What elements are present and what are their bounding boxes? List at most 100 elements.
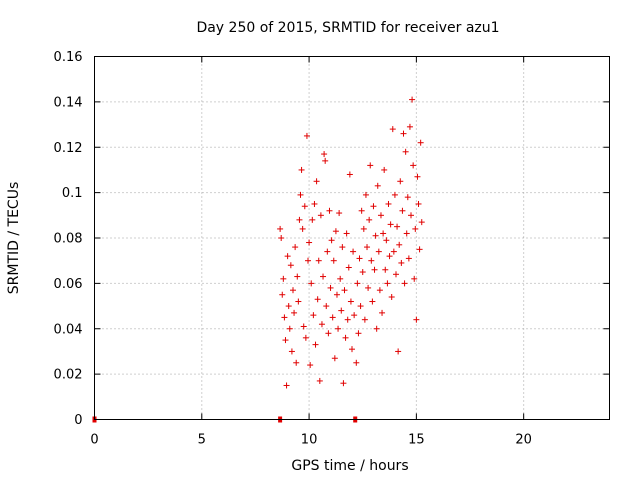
data-point — [411, 275, 418, 282]
data-point — [349, 346, 355, 353]
data-point — [317, 212, 324, 219]
y-tick-label: 0.02 — [54, 368, 83, 383]
data-point — [380, 230, 387, 237]
data-point — [347, 298, 354, 305]
data-point — [338, 307, 345, 314]
data-point — [333, 291, 340, 298]
data-point — [314, 296, 321, 303]
data-point — [320, 273, 327, 280]
data-point — [277, 225, 284, 232]
data-point — [313, 178, 320, 185]
data-point — [404, 194, 411, 201]
data-point — [312, 341, 319, 348]
data-point — [297, 191, 304, 198]
data-point — [350, 248, 357, 255]
data-point — [387, 221, 394, 228]
y-tick-label: 0.08 — [54, 232, 83, 247]
data-point — [322, 157, 329, 164]
data-point — [309, 216, 316, 223]
ticks-layer: 0 0.02 0.04 0.06 0.08 0.1 0.12 0.14 0.16 0 5 10 15 20 — [54, 50, 610, 448]
data-point — [344, 316, 351, 323]
data-point — [325, 330, 332, 337]
data-point — [287, 262, 294, 269]
data-point — [385, 200, 392, 207]
x-tick-label: 15 — [408, 433, 425, 448]
data-point — [409, 96, 416, 103]
data-point — [406, 123, 413, 130]
data-point — [336, 210, 343, 217]
data-point — [390, 248, 397, 255]
data-point — [282, 337, 289, 344]
data-point — [335, 325, 342, 332]
data-point — [321, 151, 328, 158]
data-point — [415, 200, 422, 207]
plot-frame — [94, 56, 610, 420]
data-point — [307, 362, 314, 369]
data-point — [280, 275, 287, 282]
data-point — [310, 312, 317, 319]
y-tick-label: 0.16 — [54, 50, 83, 65]
data-point — [369, 298, 376, 305]
data-point — [305, 257, 312, 264]
data-point — [328, 237, 335, 244]
data-point — [299, 225, 306, 232]
data-point — [288, 348, 295, 355]
data-point — [356, 255, 363, 262]
data-point — [311, 200, 318, 207]
data-point — [284, 253, 291, 260]
data-point — [323, 303, 330, 310]
y-tick-label: 0.1 — [62, 186, 83, 201]
data-point — [296, 216, 303, 223]
data-point — [399, 207, 406, 214]
data-point — [289, 287, 296, 294]
data-point — [371, 266, 378, 273]
data-point — [401, 280, 408, 287]
data-point — [375, 248, 382, 255]
data-point — [398, 259, 405, 266]
data-point — [373, 325, 380, 332]
points-layer — [277, 96, 425, 389]
y-tick-label: 0.04 — [54, 322, 83, 337]
data-point — [359, 269, 366, 276]
data-point — [345, 264, 352, 271]
y-tick-label: 0.14 — [54, 95, 83, 110]
x-axis-label: GPS time / hours — [291, 458, 408, 474]
data-point — [370, 203, 377, 210]
data-point — [376, 287, 383, 294]
data-point — [389, 126, 396, 133]
data-point — [412, 225, 419, 232]
data-point — [355, 330, 362, 337]
data-point — [339, 244, 346, 251]
data-point — [353, 359, 360, 366]
data-point — [396, 241, 403, 248]
data-point — [329, 314, 336, 321]
data-point — [382, 266, 389, 273]
data-point — [308, 280, 315, 287]
data-point — [402, 148, 409, 155]
data-point — [417, 139, 424, 146]
data-point — [337, 275, 344, 282]
data-point — [298, 166, 305, 173]
data-point — [279, 291, 286, 298]
data-point — [293, 359, 300, 366]
data-point — [374, 182, 381, 189]
data-point — [368, 257, 375, 264]
data-point — [318, 321, 325, 328]
data-point — [383, 237, 390, 244]
data-point — [354, 280, 361, 287]
data-point — [358, 207, 365, 214]
data-point — [315, 257, 322, 264]
chart-title: Day 250 of 2015, SRMTID for receiver azu… — [196, 20, 499, 36]
data-point — [400, 130, 407, 137]
data-point — [365, 284, 372, 291]
data-point — [316, 377, 323, 384]
grid-layer — [94, 56, 610, 420]
y-tick-label: 0.06 — [54, 277, 83, 292]
data-point — [414, 173, 421, 180]
y-tick-label: 0.12 — [54, 141, 83, 156]
data-point — [397, 178, 404, 185]
x-tick-label: 10 — [301, 433, 318, 448]
data-point — [327, 284, 334, 291]
data-point — [294, 273, 301, 280]
data-point — [302, 334, 309, 341]
